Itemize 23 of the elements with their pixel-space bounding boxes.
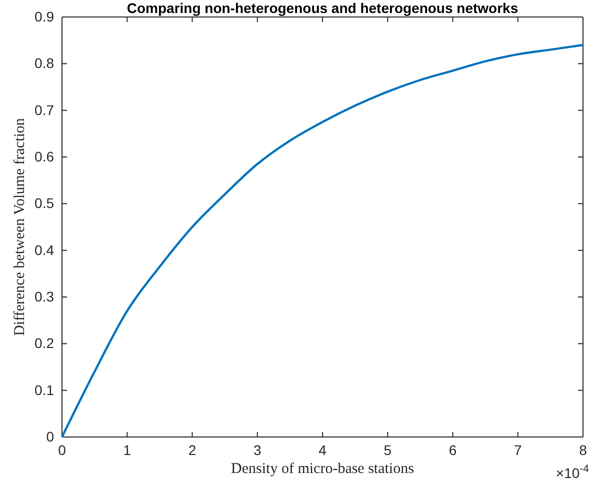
y-tick-label: 0.8 (34, 55, 54, 72)
x-tick-label: 2 (188, 442, 196, 458)
y-axis-title: Difference between Volume fraction (12, 118, 28, 336)
y-tick-label: 0.4 (34, 242, 54, 258)
y-tick-label: 0.5 (34, 195, 54, 212)
x-tick-label: 7 (514, 442, 522, 458)
y-tick-label: 0 (46, 428, 54, 444)
y-tick-label: 0.3 (34, 288, 54, 304)
x-tick-label: 3 (253, 442, 262, 458)
y-tick-label: 0.1 (34, 382, 54, 398)
y-tick-label: 0.2 (34, 335, 54, 352)
chart-title: Comparing non-heterogenous and heterogenous networks (126, 0, 518, 16)
y-tick-label: 0.6 (34, 148, 54, 164)
x-tick-label: 4 (318, 442, 327, 458)
x-axis-title: Density of micro-base stations (231, 461, 414, 477)
x-tick-label: 6 (448, 442, 457, 458)
x-tick-label: 1 (123, 442, 132, 458)
y-tick-label: 0.9 (34, 8, 54, 24)
x-tick-label: 5 (384, 442, 392, 458)
y-tick-label: 0.7 (34, 102, 54, 118)
text: ×10$^{-4}$ (556, 463, 590, 481)
x-tick-label: 8 (579, 442, 588, 458)
x-tick-label: 0 (58, 442, 66, 458)
